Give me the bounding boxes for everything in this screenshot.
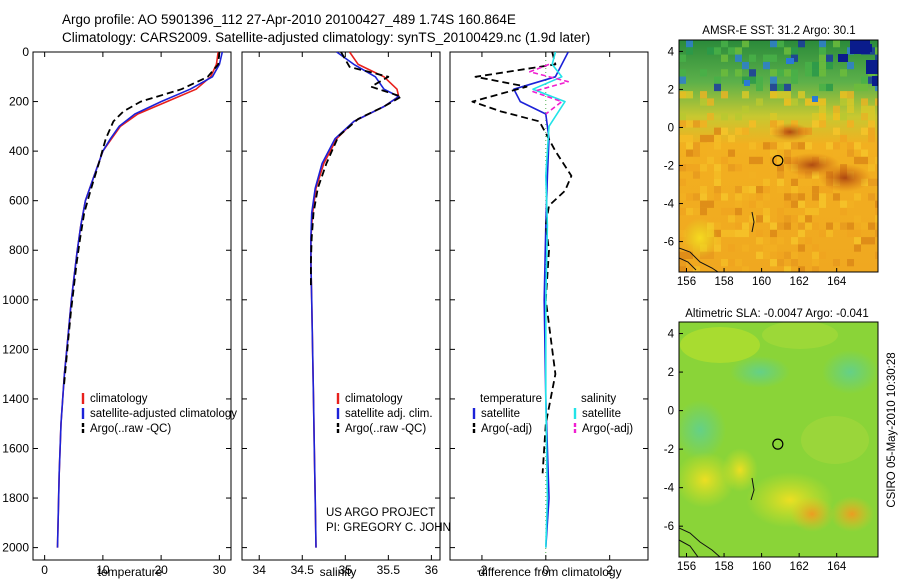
- map-x-tick-label: 158: [714, 276, 733, 288]
- map-y-tick-label: -2: [664, 444, 674, 456]
- salinity-xlabel: salinity: [320, 565, 357, 579]
- map-y-tick-label: -6: [664, 521, 674, 533]
- x-tick-label: 36: [425, 563, 439, 577]
- sst-map-panel: AMSR-E SST: 31.2 Argo: 30.1 156 158 160 162…: [664, 25, 879, 288]
- sst-map-frame: [678, 39, 879, 273]
- map-y-tick-label: 2: [668, 367, 674, 379]
- x-tick-label: 0: [542, 563, 549, 577]
- salinity-panel: 34 34.5 35 35.5 36 salinity climatology satel…: [241, 51, 476, 579]
- series-line-sat_salinity-2: [532, 52, 566, 548]
- temperature-xlabel: temperature: [98, 565, 163, 579]
- map-y-tick-label: -6: [664, 237, 674, 249]
- x-tick-label: 35.5: [377, 563, 401, 577]
- y-tick-label: 2000: [2, 541, 29, 555]
- x-tick-label: 2: [606, 563, 613, 577]
- legend-label: Argo(..raw -QC): [90, 423, 171, 435]
- figure-title-line1: Argo profile: AO 5901396_112 27-Apr-2010…: [62, 12, 516, 27]
- x-tick-label: 35: [339, 563, 353, 577]
- x-tick-label: 30: [213, 563, 227, 577]
- y-tick-label: 1600: [2, 441, 29, 455]
- x-tick-label: -2: [477, 563, 488, 577]
- sla-map-title: Altimetric SLA: -0.0047 Argo: -0.041: [685, 308, 868, 320]
- x-tick-label: 10: [96, 563, 110, 577]
- legend-label: satellite: [582, 408, 621, 420]
- temperature-panel: 0 10 20 30 0 200 400 600 800 1000 1200 1400 1600 1800…: [2, 45, 237, 579]
- salinity-axes-frame: [241, 51, 441, 561]
- legend-label: Argo(-adj): [582, 423, 633, 435]
- float-position-marker: [772, 438, 784, 450]
- sla-map-panel: Altimetric SLA: -0.0047 Argo: -0.041 156…: [664, 308, 879, 573]
- legend-label: Argo(..raw -QC): [345, 423, 426, 435]
- series-line-argo-1: [471, 52, 573, 474]
- map-x-tick-label: 164: [827, 276, 847, 288]
- credit-pi: PI: GREGORY C. JOHNSON: [326, 522, 476, 534]
- map-y-tick-label: 2: [668, 84, 674, 96]
- series-line-argo-2: [309, 52, 403, 288]
- x-tick-label: 0: [41, 563, 48, 577]
- y-tick-label: 1800: [2, 491, 29, 505]
- y-tick-label: 1200: [2, 342, 29, 356]
- series-line-argo_salinity-3: [528, 63, 570, 115]
- y-tick-label: 400: [9, 144, 29, 158]
- legend-label: Argo(-adj): [481, 423, 532, 435]
- map-x-tick-label: 160: [752, 561, 771, 573]
- sla-coastline: [679, 477, 755, 557]
- credit-side-stamp: CSIRO 05-May-2010 10:30:28: [886, 352, 898, 507]
- y-tick-label: 200: [9, 95, 29, 109]
- map-x-tick-label: 164: [827, 561, 847, 573]
- map-y-tick-label: -4: [664, 483, 675, 495]
- map-x-tick-label: 162: [790, 276, 809, 288]
- map-y-tick-label: 4: [668, 46, 675, 58]
- y-tick-label: 800: [9, 243, 29, 257]
- difference-panel: -2 0 2 difference from climatology tempera…: [449, 51, 649, 579]
- sst-map-title: AMSR-E SST: 31.2 Argo: 30.1: [702, 25, 855, 37]
- x-tick-label: 20: [154, 563, 168, 577]
- y-tick-label: 0: [22, 45, 29, 59]
- map-x-tick-label: 162: [790, 561, 809, 573]
- sla-map-frame: [678, 321, 879, 558]
- sst-map-field: [679, 40, 878, 272]
- y-tick-label: 1000: [2, 293, 29, 307]
- map-y-tick-label: -2: [664, 161, 674, 173]
- figure-title-line2: Climatology: CARS2009. Satellite-adjuste…: [62, 30, 590, 45]
- legend-label: satellite-adjusted climatology: [90, 408, 237, 420]
- series-line-satellite-1: [56, 52, 224, 548]
- y-tick-label: 1400: [2, 392, 29, 406]
- legend-label: climatology: [345, 393, 403, 405]
- series-line-satellite-1: [310, 52, 400, 548]
- temperature-axes-frame: [32, 51, 232, 561]
- float-position-marker: [772, 154, 784, 167]
- legend-header-salinity: salinity: [581, 393, 616, 405]
- map-y-tick-label: 4: [668, 329, 675, 341]
- map-x-tick-label: 156: [677, 276, 696, 288]
- legend-label: satellite: [481, 408, 520, 420]
- difference-xlabel: difference from climatology: [478, 565, 621, 579]
- sst-coastline: [679, 211, 755, 272]
- series-line-argo-2: [63, 52, 221, 387]
- legend-label: climatology: [90, 393, 148, 405]
- legend-label: satellite adj. clim.: [345, 408, 433, 420]
- credit-project: US ARGO PROJECT: [326, 507, 435, 519]
- map-y-tick-label: -4: [664, 199, 675, 211]
- map-x-tick-label: 160: [752, 276, 771, 288]
- map-y-tick-label: 0: [668, 406, 674, 418]
- map-y-tick-label: 0: [668, 122, 674, 134]
- x-tick-label: 34.5: [291, 563, 315, 577]
- legend-header-temperature: temperature: [480, 393, 542, 405]
- map-x-tick-label: 158: [714, 561, 733, 573]
- x-tick-label: 34: [253, 563, 267, 577]
- y-tick-label: 600: [9, 194, 29, 208]
- map-x-tick-label: 156: [677, 561, 696, 573]
